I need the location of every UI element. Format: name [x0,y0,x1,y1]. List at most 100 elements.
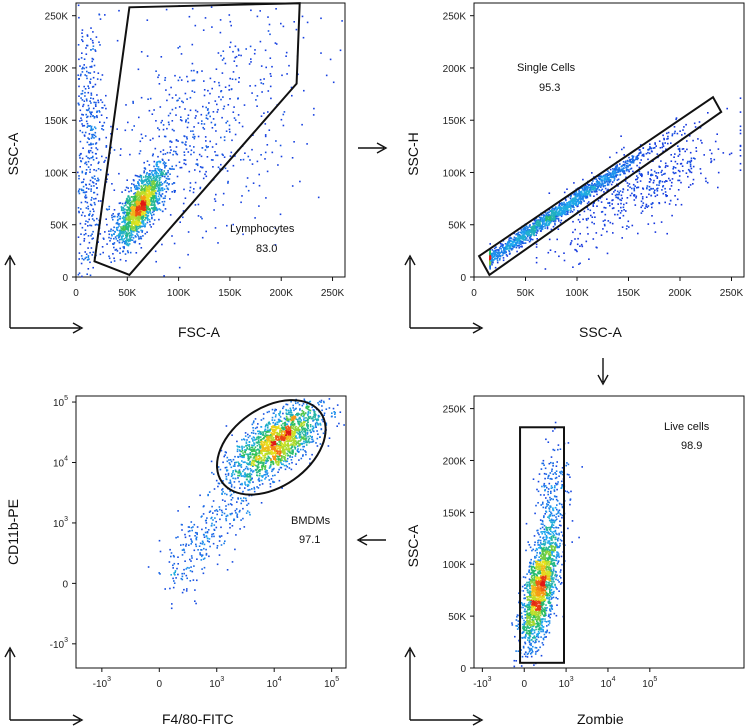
event-dot [94,50,97,52]
event-dot [669,188,671,190]
event-dot [293,141,295,143]
event-dot [531,238,534,241]
event-dot [85,184,87,186]
event-dot [687,160,689,163]
event-dot [633,189,636,192]
gate-outline[interactable] [93,2,301,277]
event-dot [77,4,80,7]
event-dot [88,258,90,260]
event-dot [120,206,123,208]
gate-outline[interactable] [477,95,723,277]
event-dot [234,78,237,81]
event-dot [140,229,142,232]
event-dot [502,251,504,254]
event-dot [125,224,128,226]
event-dot [600,234,603,236]
event-dot [112,253,114,255]
event-dot [118,9,120,12]
event-dot [94,103,97,106]
lymphocytes-gate[interactable] [93,2,301,277]
event-dot [616,190,619,193]
event-dot [193,151,195,154]
event-dot [513,236,516,239]
event-dot [78,95,80,97]
event-dot [195,115,197,117]
event-dot [547,224,549,226]
event-dot [555,217,557,220]
event-dot [87,225,89,227]
event-dot [149,177,152,179]
event-dot [589,188,591,191]
event-dot [113,209,116,211]
event-dot [585,193,588,195]
event-dot [548,192,551,194]
event-dot [81,32,83,34]
event-dot [124,129,127,132]
single-cells-gate[interactable] [477,95,723,277]
event-dot [124,202,126,205]
event-dot [119,230,121,233]
event-dot [90,27,92,29]
event-dot [591,221,593,224]
event-dot [95,183,97,185]
event-dot [86,126,89,128]
event-dot [215,193,217,196]
event-dot [657,172,660,174]
event-dot [302,36,305,39]
event-dot [650,194,652,197]
event-dot [129,236,131,238]
event-dot [175,164,178,167]
event-dot [550,210,552,212]
event-dot [146,192,148,195]
event-dot [202,177,205,180]
event-dot [577,203,579,206]
event-dot [136,210,138,212]
event-dot [548,517,550,519]
event-dot [90,128,93,130]
event-dot [237,49,240,52]
event-dot [117,223,119,225]
event-dot [93,117,96,119]
event-dot [138,243,141,245]
event-dot [157,195,160,198]
event-dot [554,206,557,208]
event-dot [556,238,558,241]
event-dot [525,239,527,241]
event-dot [154,207,156,209]
event-dot [151,202,153,205]
event-dot [590,186,592,188]
event-dot [116,235,118,237]
event-dot [206,118,209,120]
event-dot [217,108,219,111]
event-dot [152,153,154,155]
event-dot [100,200,102,202]
event-dot [703,154,705,156]
tick-label: 250K [321,288,345,299]
event-dot [532,637,534,639]
event-dot [93,126,96,128]
event-dot [85,75,88,77]
event-dot [560,215,563,218]
event-dot [499,245,502,248]
event-dot [152,137,154,140]
event-dot [132,219,134,222]
event-dot [135,212,138,215]
event-dot [209,77,212,80]
event-dot [99,253,102,256]
event-dot [636,155,639,157]
event-dot [140,196,143,198]
event-dot [140,247,143,249]
event-dot [600,201,603,203]
event-dot [183,188,185,191]
event-dot [538,228,540,230]
event-dot [89,112,92,115]
event-dot [586,193,589,195]
event-dot [87,115,89,118]
event-dot [247,155,250,158]
event-dot [658,140,661,142]
event-dot [286,73,288,75]
event-dot [103,121,106,124]
event-dot [603,177,605,179]
event-dot [81,39,83,41]
event-dot [587,208,589,211]
